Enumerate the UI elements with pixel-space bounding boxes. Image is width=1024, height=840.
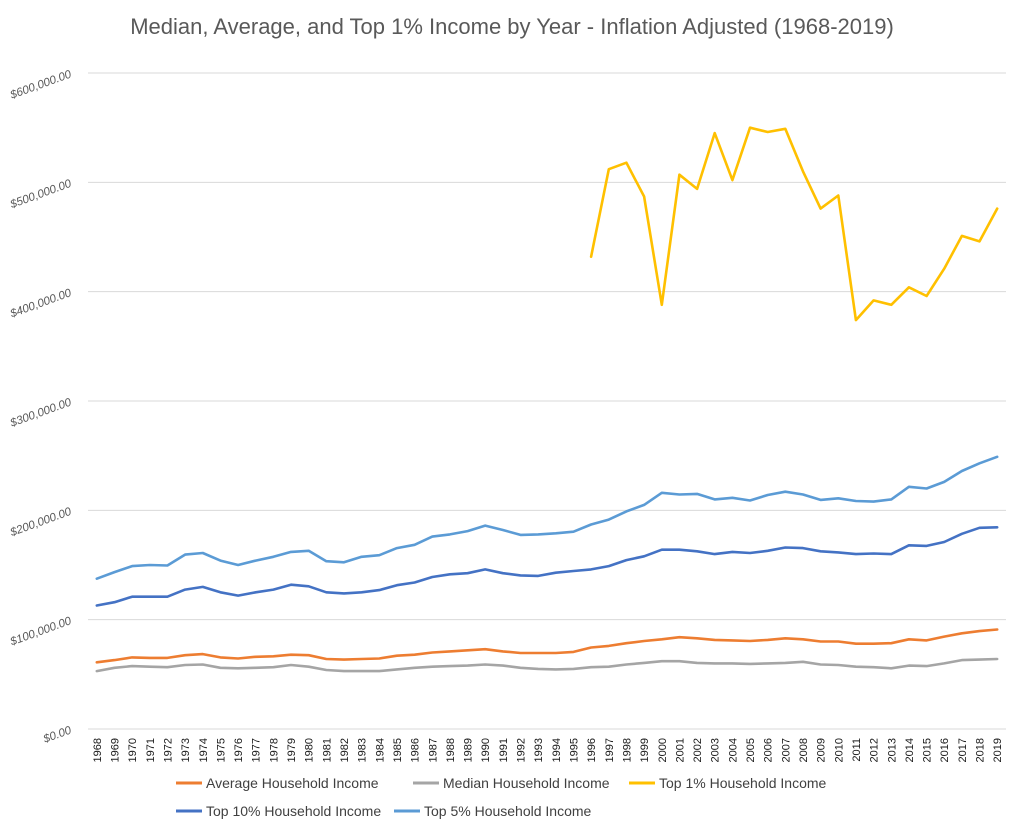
- x-tick-label: 2015: [922, 738, 934, 762]
- x-tick-label: 2006: [763, 738, 775, 762]
- x-tick-label: 1976: [233, 738, 245, 762]
- y-tick-label: $200,000.00: [8, 506, 74, 540]
- x-tick-label: 1970: [127, 738, 139, 762]
- legend-label: Average Household Income: [206, 775, 379, 791]
- x-tick-label: 1983: [357, 738, 369, 762]
- x-tick-label: 2009: [816, 738, 828, 762]
- x-tick-label: 1985: [392, 738, 404, 762]
- y-tick-label: $300,000.00: [8, 396, 74, 430]
- x-tick-label: 1996: [586, 738, 598, 762]
- x-tick-label: 2001: [674, 738, 686, 762]
- y-tick-label: $100,000.00: [8, 615, 74, 649]
- x-tick-label: 1979: [286, 738, 298, 762]
- x-tick-label: 1975: [215, 738, 227, 762]
- legend-item: Average Household Income: [176, 775, 379, 791]
- x-tick-label: 1980: [304, 738, 316, 762]
- series-line-top-10-household-income: [95, 526, 999, 607]
- x-tick-label: 2017: [957, 738, 969, 762]
- series-line-top-5-household-income: [95, 455, 999, 580]
- x-tick-label: 1978: [268, 738, 280, 762]
- x-tick-label: 2019: [992, 738, 1004, 762]
- legend-label: Top 1% Household Income: [659, 775, 827, 791]
- x-tick-label: 1988: [445, 738, 457, 762]
- x-tick-label: 2013: [886, 738, 898, 762]
- x-tick-label: 2016: [939, 738, 951, 762]
- x-tick-label: 2018: [975, 738, 987, 762]
- x-tick-label: 2005: [745, 738, 757, 762]
- x-tick-label: 1982: [339, 738, 351, 762]
- x-tick-label: 1986: [410, 738, 422, 762]
- legend-label: Median Household Income: [443, 775, 610, 791]
- x-tick-label: 1977: [251, 738, 263, 762]
- x-tick-label: 1971: [145, 738, 157, 762]
- legend-item: Median Household Income: [413, 775, 610, 791]
- x-tick-label: 1991: [498, 738, 510, 762]
- x-tick-label: 1969: [109, 738, 121, 762]
- y-tick-label: $500,000.00: [8, 178, 74, 212]
- x-tick-label: 1994: [551, 738, 563, 762]
- x-tick-label: 2002: [692, 738, 704, 762]
- x-tick-label: 1972: [162, 738, 174, 762]
- x-tick-label: 2003: [710, 738, 722, 762]
- legend-label: Top 10% Household Income: [206, 803, 381, 819]
- x-tick-label: 2000: [657, 738, 669, 762]
- x-tick-label: 1989: [463, 738, 475, 762]
- x-tick-label: 2011: [851, 738, 863, 762]
- x-tick-label: 1990: [480, 738, 492, 762]
- x-tick-label: 1999: [639, 738, 651, 762]
- x-tick-label: 1998: [621, 738, 633, 762]
- x-tick-label: 1995: [568, 738, 580, 762]
- x-tick-label: 2012: [869, 738, 881, 762]
- x-tick-label: 2008: [798, 738, 810, 762]
- series-line-top-1-household-income: [589, 126, 999, 322]
- legend-item: Top 5% Household Income: [394, 803, 592, 819]
- x-tick-label: 1987: [427, 738, 439, 762]
- legend-item: Top 1% Household Income: [629, 775, 827, 791]
- x-tick-label: 1968: [92, 738, 104, 762]
- legend-item: Top 10% Household Income: [176, 803, 381, 819]
- chart-title: Median, Average, and Top 1% Income by Ye…: [130, 14, 894, 39]
- x-tick-label: 2010: [833, 738, 845, 762]
- y-tick-label: $600,000.00: [8, 68, 74, 102]
- x-tick-label: 1981: [321, 738, 333, 762]
- series-line-average-household-income: [95, 628, 999, 664]
- x-tick-label: 1997: [604, 738, 616, 762]
- x-tick-label: 1973: [180, 738, 192, 762]
- series-line-median-household-income: [95, 657, 999, 673]
- x-tick-label: 1993: [533, 738, 545, 762]
- x-tick-label: 2004: [727, 738, 739, 762]
- x-tick-label: 2007: [780, 738, 792, 762]
- y-tick-label: $400,000.00: [8, 287, 74, 321]
- x-tick-label: 2014: [904, 738, 916, 762]
- y-tick-label: $0.00: [41, 724, 74, 746]
- legend-label: Top 5% Household Income: [424, 803, 592, 819]
- x-tick-label: 1984: [374, 738, 386, 762]
- x-tick-label: 1974: [198, 738, 210, 762]
- x-tick-label: 1992: [516, 738, 528, 762]
